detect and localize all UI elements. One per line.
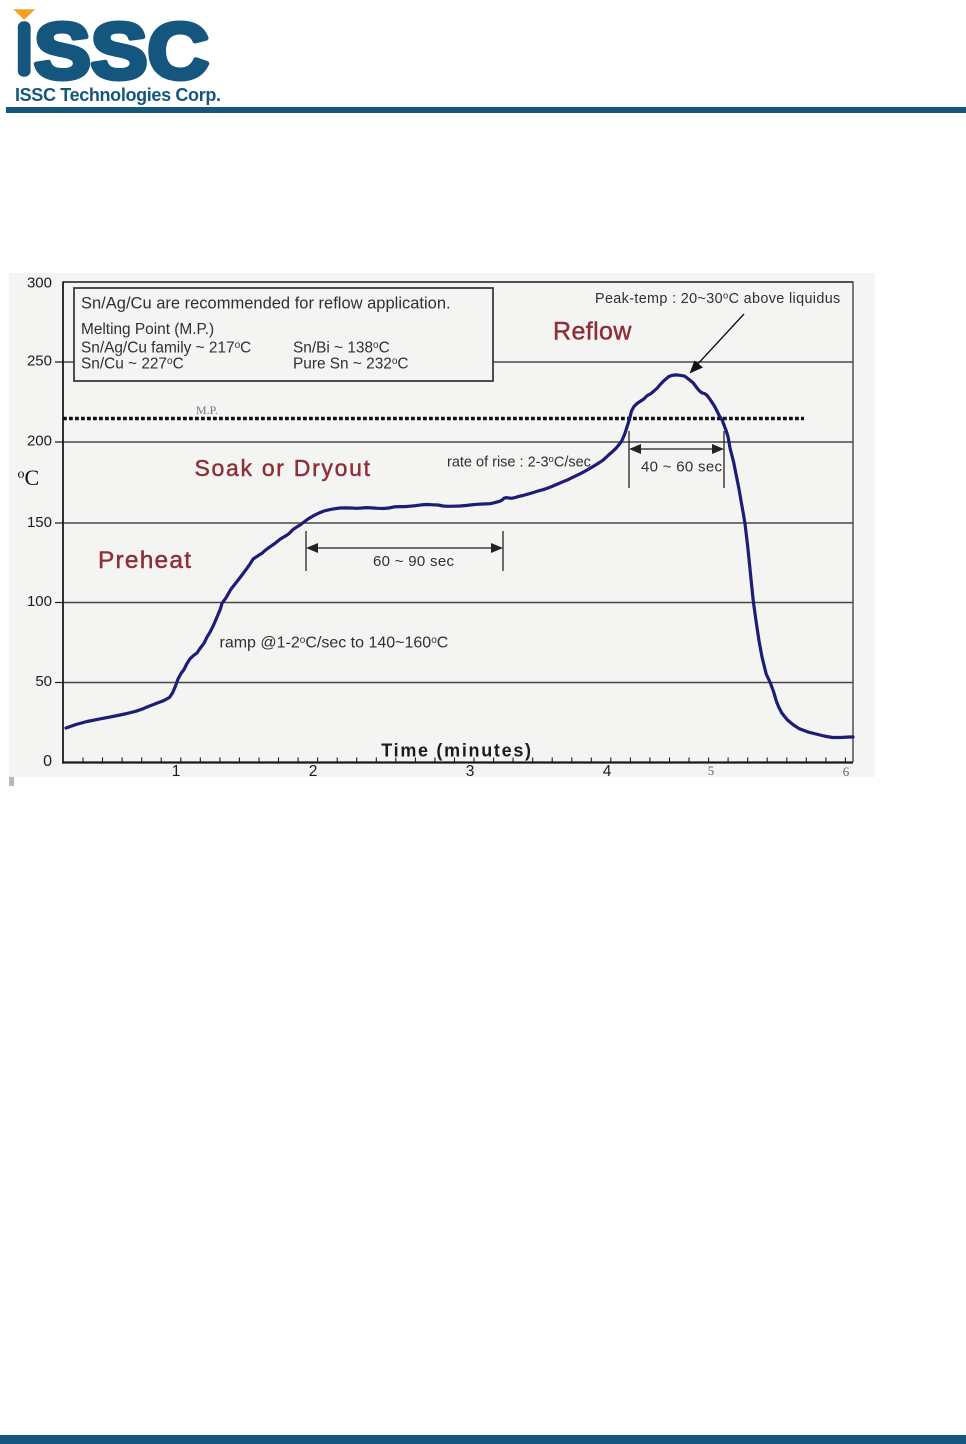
svg-text:40 ~ 60 sec: 40 ~ 60 sec xyxy=(641,459,722,476)
svg-text:4: 4 xyxy=(603,763,612,777)
svg-text:Sn/Bi ~ 138oC: Sn/Bi ~ 138oC xyxy=(293,340,390,357)
svg-text:300: 300 xyxy=(27,275,52,292)
svg-text:5: 5 xyxy=(708,763,715,777)
svg-text:Sn/Ag/Cu family ~ 217oC: Sn/Ag/Cu family ~ 217oC xyxy=(81,340,251,357)
svg-text:ramp @1-2oC/sec to 140~160oC: ramp @1-2oC/sec to 140~160oC xyxy=(220,635,449,652)
svg-text:Preheat: Preheat xyxy=(98,547,192,574)
svg-text:Pure Sn ~ 232oC: Pure Sn ~ 232oC xyxy=(293,356,409,373)
svg-text:1: 1 xyxy=(172,763,181,777)
svg-text:SSC: SSC xyxy=(34,6,209,95)
svg-text:Sn/Ag/Cu are recommended for r: Sn/Ag/Cu are recommended for reflow appl… xyxy=(81,295,451,313)
svg-text:Time (minutes): Time (minutes) xyxy=(381,741,533,761)
svg-text:6: 6 xyxy=(843,764,850,777)
svg-text:3: 3 xyxy=(466,763,475,777)
svg-text:200: 200 xyxy=(27,433,52,450)
svg-text:Soak or Dryout: Soak or Dryout xyxy=(195,455,372,481)
svg-text:50: 50 xyxy=(35,673,52,690)
svg-text:Melting Point (M.P.): Melting Point (M.P.) xyxy=(81,321,214,338)
svg-text:rate of rise : 2-3oC/sec: rate of rise : 2-3oC/sec xyxy=(447,454,591,471)
svg-text:2: 2 xyxy=(309,763,318,777)
svg-text:250: 250 xyxy=(27,353,52,370)
svg-text:M.P.: M.P. xyxy=(196,403,218,417)
svg-text:Reflow: Reflow xyxy=(553,318,632,346)
svg-text:Sn/Cu ~ 227oC: Sn/Cu ~ 227oC xyxy=(81,356,184,373)
svg-text:150: 150 xyxy=(27,514,52,531)
svg-text:60 ~ 90 sec: 60 ~ 90 sec xyxy=(373,553,454,570)
svg-text:Peak-temp : 20~30oC above liqu: Peak-temp : 20~30oC above liquidus xyxy=(595,291,841,308)
svg-text:oC: oC xyxy=(18,465,40,490)
svg-text:100: 100 xyxy=(27,593,52,610)
svg-text:0: 0 xyxy=(43,753,52,770)
